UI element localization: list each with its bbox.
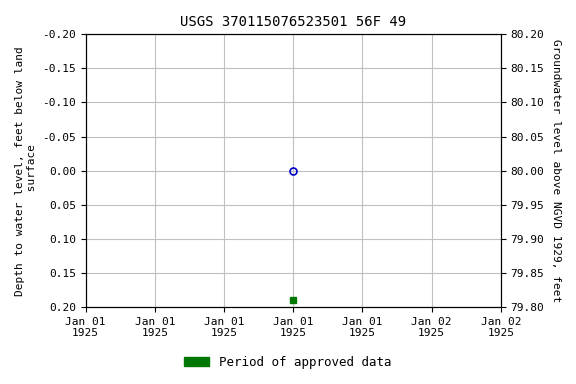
Y-axis label: Depth to water level, feet below land
 surface: Depth to water level, feet below land su… bbox=[15, 46, 37, 296]
Title: USGS 370115076523501 56F 49: USGS 370115076523501 56F 49 bbox=[180, 15, 406, 29]
Legend: Period of approved data: Period of approved data bbox=[179, 351, 397, 374]
Y-axis label: Groundwater level above NGVD 1929, feet: Groundwater level above NGVD 1929, feet bbox=[551, 39, 561, 302]
